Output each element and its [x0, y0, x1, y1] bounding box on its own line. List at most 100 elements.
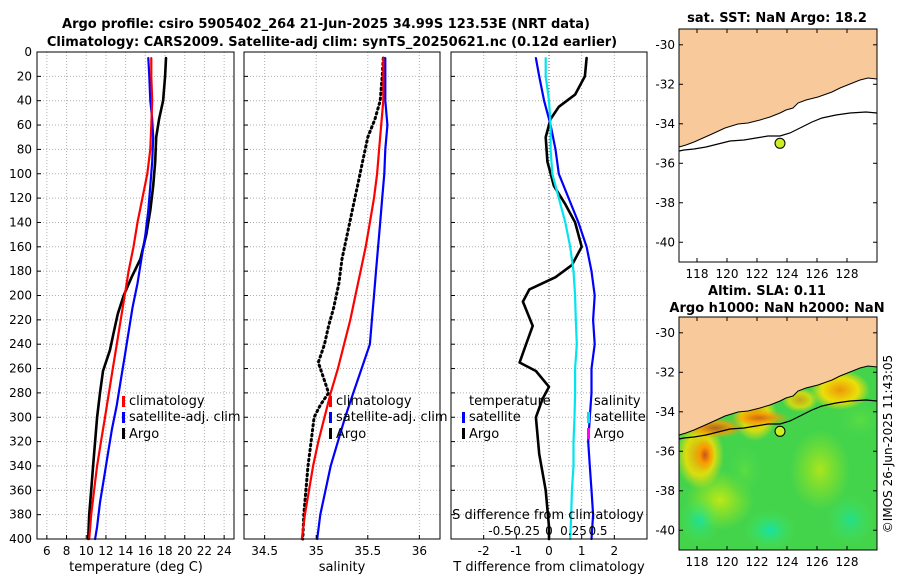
- difference-xlabel: T difference from climatology: [452, 560, 645, 575]
- salinity-xtick-label: 34.5: [251, 544, 278, 558]
- temperature-xtick-label: 16: [138, 544, 153, 558]
- temperature-xtick-label: 10: [79, 544, 94, 558]
- legend-swatch-climatology: [329, 396, 332, 407]
- depth-tick-label: 160: [9, 240, 32, 254]
- legend-swatch-satellite: [329, 412, 332, 423]
- map-ytick-label: -38: [655, 484, 675, 498]
- difference-xtick-label: 1: [578, 544, 586, 558]
- difference-series-satellite-salinity-diff: [544, 57, 578, 541]
- legend-swatch-sal-satellite: [587, 412, 590, 423]
- map-xtick-label: 118: [686, 555, 709, 569]
- depth-tick-label: 260: [9, 362, 32, 376]
- map-ytick-label: -34: [655, 405, 675, 419]
- difference-xtick-label: 2: [611, 544, 619, 558]
- map-xtick-label: 120: [716, 267, 739, 281]
- legend-swatch-temp-argo: [462, 428, 465, 439]
- land-mass: [679, 29, 877, 147]
- sla-map-title-2: Argo h1000: NaN h2000: NaN: [669, 301, 884, 316]
- map-xtick-label: 118: [686, 267, 709, 281]
- depth-tick-label: 280: [9, 386, 32, 400]
- temperature-xtick-label: 24: [217, 544, 232, 558]
- map-ytick-label: -38: [655, 196, 675, 210]
- map-xtick-label: 124: [776, 555, 799, 569]
- depth-tick-label: 140: [9, 215, 32, 229]
- coastline: [678, 77, 878, 148]
- legend-label-argo: Argo: [336, 427, 366, 442]
- legend-swatch-climatology: [122, 396, 125, 407]
- legend-swatch-argo: [329, 428, 332, 439]
- difference-xtick-label: -2: [478, 544, 490, 558]
- legend-swatch-sal-argo: [587, 428, 590, 439]
- salinity-series-climatology: [300, 57, 385, 541]
- map-ytick-label: -40: [655, 235, 675, 249]
- salinity-xtick-label: 35.5: [354, 544, 381, 558]
- temperature-xtick-label: 8: [63, 544, 71, 558]
- difference-xtick-label: 0: [545, 544, 553, 558]
- timestamp: ©IMOS 26-Jun-2025 11:43:05: [881, 355, 895, 533]
- map-xtick-label: 126: [806, 267, 829, 281]
- depth-tick-label: 80: [17, 142, 32, 156]
- salinity-diff-tick-label: 0: [545, 524, 553, 538]
- depth-tick-label: 300: [9, 410, 32, 424]
- float-position-marker: [774, 425, 786, 437]
- legend-swatch-argo: [122, 428, 125, 439]
- temperature-xtick-label: 6: [43, 544, 51, 558]
- depth-tick-label: 400: [9, 532, 32, 546]
- map-ytick-label: -36: [655, 156, 675, 170]
- map-xtick-label: 128: [836, 267, 859, 281]
- map-ytick-label: -40: [655, 523, 675, 537]
- sla-map-panel: Altim. SLA: 0.11 Argo h1000: NaN h2000: …: [655, 284, 884, 569]
- legend-label-argo: Argo: [129, 427, 159, 442]
- depth-tick-label: 120: [9, 191, 32, 205]
- difference-legend: temperature satellite Argo salinity sate…: [462, 394, 646, 442]
- depth-tick-label: 200: [9, 289, 32, 303]
- salinity-series-satellite-adj-clim: [316, 57, 389, 541]
- salinity-xtick-label: 35: [309, 544, 324, 558]
- temperature-xtick-label: 18: [157, 544, 172, 558]
- difference-top-xlabel: S difference from climatology: [452, 508, 644, 523]
- salinity-diff-tick-label: 0.25: [560, 524, 587, 538]
- sst-map-title: sat. SST: NaN Argo: 18.2: [687, 11, 867, 26]
- temperature-series-satellite-adj-clim: [94, 57, 155, 541]
- salinity-diff-tick-label: 0.5: [588, 524, 607, 538]
- map-ytick-label: -32: [655, 77, 675, 91]
- salinity-xlabel: salinity: [319, 560, 366, 575]
- map-xtick-label: 122: [746, 555, 769, 569]
- map-ytick-label: -36: [655, 444, 675, 458]
- legend-title-temperature: temperature: [469, 394, 551, 409]
- legend-label-satellite: satellite-adj. clim: [129, 410, 241, 425]
- depth-tick-label: 0: [24, 45, 32, 59]
- difference-panel: -2 -1 0 1 2 -0.5-0.25 0 0.25 0.5 S difference f…: [450, 51, 648, 575]
- salinity-legend: climatology satellite-adj. clim Argo: [329, 394, 448, 442]
- map-ytick-label: -30: [655, 38, 675, 52]
- depth-tick-label: 320: [9, 435, 32, 449]
- temperature-xtick-label: 12: [98, 544, 113, 558]
- map-ytick-label: -30: [655, 326, 675, 340]
- depth-tick-label: 180: [9, 264, 32, 278]
- map-xtick-label: 128: [836, 555, 859, 569]
- depth-tick-label: 60: [17, 118, 32, 132]
- depth-tick-label: 220: [9, 313, 32, 327]
- salinity-panel: 34.5 35 35.5 36 salinity climatology satell…: [243, 51, 448, 575]
- legend-swatch-temp-satellite: [462, 412, 465, 423]
- legend-label-climatology: climatology: [336, 394, 412, 409]
- map-ytick-label: -32: [655, 365, 675, 379]
- salinity-series-argo: [301, 56, 385, 541]
- depth-tick-label: 100: [9, 167, 32, 181]
- difference-xtick-label: -1: [510, 544, 522, 558]
- legend-label-temp-argo: Argo: [469, 427, 499, 442]
- depth-tick-label: 360: [9, 483, 32, 497]
- legend-label-climatology: climatology: [129, 394, 205, 409]
- map-xtick-label: 124: [776, 267, 799, 281]
- temperature-legend: climatology satellite-adj. clim Argo: [122, 394, 241, 442]
- temperature-xtick-label: 14: [118, 544, 133, 558]
- temperature-xlabel: temperature (deg C): [69, 560, 203, 575]
- salinity-xtick-label: 36: [412, 544, 427, 558]
- depth-tick-label: 40: [17, 94, 32, 108]
- depth-tick-label: 340: [9, 459, 32, 473]
- shelf-contour: [678, 111, 878, 152]
- sla-map-title-1: Altim. SLA: 0.11: [708, 284, 826, 299]
- legend-label-sal-argo: Argo: [594, 427, 624, 442]
- float-position-marker: [774, 137, 786, 149]
